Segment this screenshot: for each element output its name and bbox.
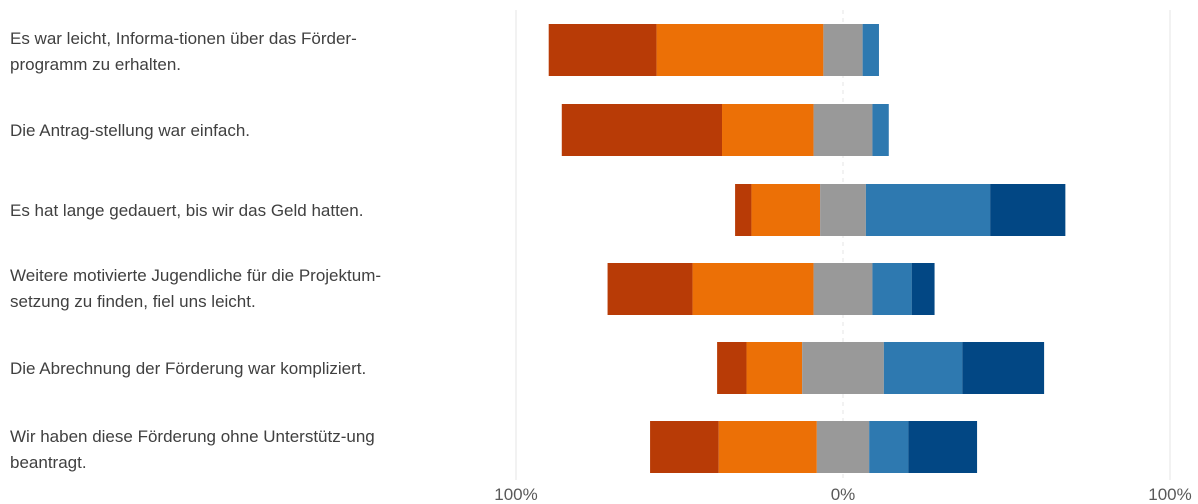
- row-label-line: Wir haben diese Förderung ohne Unterstüt…: [10, 427, 375, 446]
- bar-segment: [869, 421, 909, 473]
- row-label-line: Die Antrag-stellung war einfach.: [10, 121, 251, 140]
- x-tick-label: 0%: [831, 485, 856, 504]
- bar-segment: [607, 263, 693, 315]
- bar-segment: [656, 24, 824, 76]
- row-label-line: setzung zu finden, fiel uns leicht.: [10, 292, 256, 311]
- bar-segment: [990, 184, 1066, 236]
- bar-segment: [751, 184, 821, 236]
- row-label-line: Es hat lange gedauert, bis wir das Geld …: [10, 201, 364, 220]
- row-label-line: Es war leicht, Informa-tionen über das F…: [10, 29, 357, 48]
- bar-segment: [911, 263, 935, 315]
- row-label-3: Es hat lange gedauert, bis wir das Geld …: [10, 198, 480, 224]
- x-tick-label: 100%: [494, 485, 537, 504]
- bar-segment: [717, 342, 747, 394]
- row-label-2: Die Antrag-stellung war einfach.: [10, 118, 480, 144]
- bar-segment: [823, 24, 863, 76]
- bar-segment: [735, 184, 752, 236]
- row-label-line: Weitere motivierte Jugendliche für die P…: [10, 266, 382, 285]
- x-tick-label: 100%: [1148, 485, 1191, 504]
- row-label-1: Es war leicht, Informa-tionen über das F…: [10, 26, 480, 78]
- bar-segment: [813, 104, 873, 156]
- row-label-6: Wir haben diese Förderung ohne Unterstüt…: [10, 424, 480, 476]
- bar-segment: [722, 104, 814, 156]
- bar-segment: [813, 263, 873, 315]
- bar-segment: [872, 263, 912, 315]
- bar-segment: [718, 421, 817, 473]
- bar-segment: [862, 24, 879, 76]
- bar-segment: [816, 421, 870, 473]
- bar-segment: [908, 421, 978, 473]
- bar-segment: [692, 263, 814, 315]
- bar-segment: [883, 342, 963, 394]
- bar-segment: [548, 24, 657, 76]
- row-label-line: Die Abrechnung der Förderung war kompliz…: [10, 359, 367, 378]
- bar-segment: [561, 104, 723, 156]
- bar-segment: [820, 184, 866, 236]
- row-label-5: Die Abrechnung der Förderung war kompliz…: [10, 356, 480, 382]
- bar-segment: [865, 184, 991, 236]
- row-label-4: Weitere motivierte Jugendliche für die P…: [10, 263, 480, 315]
- bar-segment: [650, 421, 719, 473]
- bar-segment: [962, 342, 1045, 394]
- bar-segment: [872, 104, 889, 156]
- row-label-line: beantragt.: [10, 453, 87, 472]
- bar-segment: [746, 342, 803, 394]
- bar-segment: [802, 342, 884, 394]
- row-label-line: programm zu erhalten.: [10, 55, 182, 74]
